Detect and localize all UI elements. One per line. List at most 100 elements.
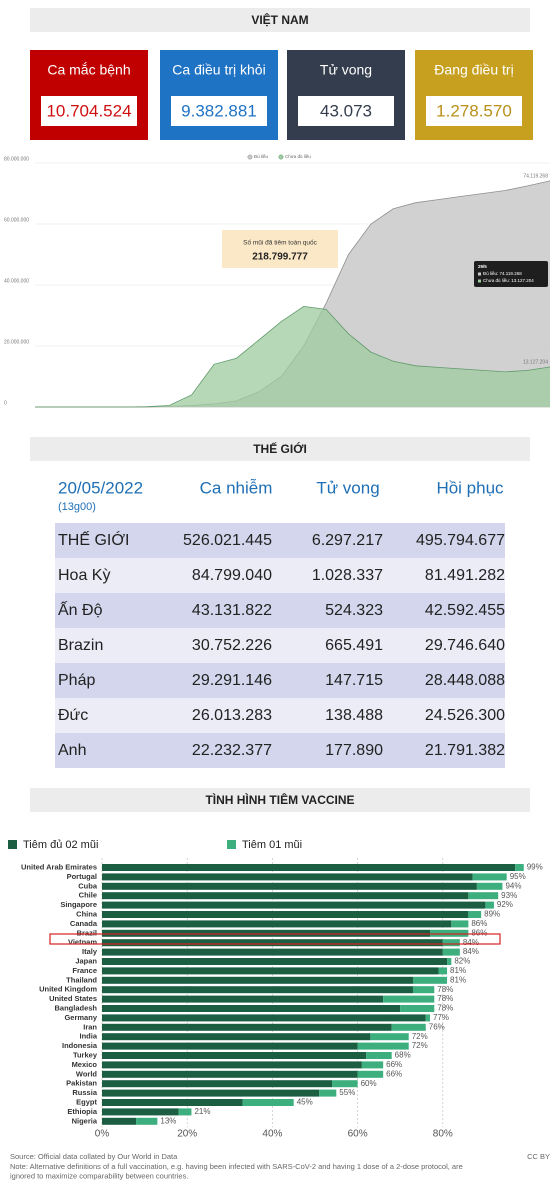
- bar-segment: [102, 1005, 401, 1012]
- legend-label: Tiêm đủ 02 mũi: [23, 839, 98, 851]
- table-cell: 24.526.300: [425, 707, 505, 724]
- table-row: [55, 558, 505, 593]
- section-title: THẾ GIỚI: [253, 441, 307, 456]
- category-label: Iran: [83, 1022, 97, 1031]
- bar-segment: [178, 1108, 192, 1116]
- category-label: Indonesia: [62, 1041, 98, 1050]
- bar-segment: [102, 864, 516, 871]
- category-label: Canada: [70, 919, 98, 928]
- bar-segment: [102, 986, 413, 994]
- table-cell: 42.592.455: [425, 602, 505, 619]
- category-label: Singapore: [60, 900, 97, 909]
- value-label: 84%: [463, 938, 479, 947]
- bar-segment: [102, 1052, 367, 1059]
- source: Source: Official data collated by Our Wo…: [10, 1152, 178, 1161]
- value-label: 21%: [194, 1107, 210, 1116]
- table-row: [55, 593, 505, 628]
- table-row-label: Đức: [58, 707, 88, 724]
- y-tick-label: 0: [4, 400, 7, 406]
- area-chart: 0 20.000.000 40.000.000 60.000.000 80.000.00…: [4, 153, 551, 408]
- bar-segment: [102, 911, 469, 918]
- value-label: 89%: [484, 910, 500, 919]
- table-cell: 26.013.283: [192, 707, 272, 724]
- bar-segment: [472, 873, 507, 881]
- area-line: [35, 305, 551, 408]
- legend-swatch: [247, 154, 253, 160]
- bar-segment: [102, 1108, 179, 1116]
- category-label: China: [76, 909, 98, 918]
- tooltip-box: [474, 261, 548, 287]
- table-cell: 177.890: [325, 742, 383, 759]
- section-header: [30, 8, 530, 32]
- bar-segment: [400, 1005, 435, 1012]
- legend-swatch: [278, 154, 284, 160]
- value-label: 94%: [505, 881, 521, 890]
- bar-segment: [468, 911, 482, 918]
- stat-value: 9.382.881: [181, 101, 257, 120]
- stat-value-box: [426, 96, 522, 126]
- x-tick-label: 0%: [95, 1129, 110, 1140]
- stat-label: Đang điều trị: [434, 62, 513, 78]
- bar-segment: [430, 929, 469, 937]
- bar-segment: [102, 1033, 371, 1041]
- area: [35, 306, 550, 407]
- note: ignored to maximize comparability betwee…: [10, 1171, 188, 1180]
- value-label: 78%: [437, 994, 453, 1003]
- bar-segment: [102, 1023, 392, 1031]
- section-title: TÌNH HÌNH TIÊM VACCINE: [205, 792, 354, 807]
- y-tick-label: 80.000.000: [4, 156, 29, 162]
- table-date: 20/05/2022: [58, 478, 143, 497]
- table-column-header: Tử vong: [316, 478, 379, 497]
- x-tick-label: 60%: [348, 1129, 368, 1140]
- table-cell: 6.297.217: [312, 532, 383, 549]
- value-label: 81%: [450, 975, 466, 984]
- category-label: Pakistan: [66, 1079, 97, 1088]
- category-label: Russia: [72, 1088, 97, 1097]
- value-label: 99%: [527, 863, 543, 872]
- table-row-label: Anh: [58, 742, 86, 759]
- stat-label: Ca mắc bệnh: [47, 62, 130, 78]
- value-label: 13.127.204: [523, 359, 548, 365]
- bar-segment: [366, 1052, 392, 1059]
- table-cell: 29.291.146: [192, 672, 272, 689]
- value-label: 72%: [412, 1032, 428, 1041]
- value-label: 13%: [160, 1116, 176, 1125]
- category-label: Bangladesh: [54, 1003, 97, 1012]
- bar-segment: [442, 948, 460, 956]
- bar-segment: [102, 1080, 333, 1088]
- note: Note: Alternative definitions of a full …: [10, 1162, 463, 1171]
- bar-segment: [102, 948, 443, 956]
- y-tick-label: 20.000.000: [4, 339, 29, 345]
- bar-segment: [447, 958, 452, 965]
- category-label: Turkey: [73, 1050, 98, 1059]
- tooltip-swatch: [478, 272, 481, 276]
- table-cell: 28.448.088: [425, 672, 505, 689]
- table-cell: 43.131.822: [192, 602, 272, 619]
- table-row: [55, 628, 505, 663]
- value-label: 74.119.268: [523, 173, 548, 179]
- table-cell: 147.715: [325, 672, 383, 689]
- bar-segment: [485, 901, 494, 909]
- bar-segment: [102, 1042, 358, 1050]
- bar-segment: [412, 976, 448, 984]
- table-row-label: THẾ GIỚI: [58, 530, 130, 549]
- category-label: Mexico: [72, 1060, 98, 1069]
- value-label: 77%: [433, 1013, 449, 1022]
- table-cell: 29.746.640: [425, 637, 505, 654]
- bar-segment: [412, 986, 435, 994]
- table-cell: 30.752.226: [192, 637, 272, 654]
- table-cell: 21.791.382: [425, 742, 505, 759]
- category-label: United States: [49, 994, 97, 1003]
- table-row: [55, 663, 505, 698]
- bar-segment: [102, 995, 384, 1003]
- tooltip-swatch: [478, 279, 481, 283]
- annotation-value: 218.799.777: [252, 252, 308, 263]
- value-label: 81%: [450, 966, 466, 975]
- category-label: United Arab Emirates: [21, 862, 97, 871]
- highlight-box: [49, 933, 501, 945]
- category-label: United Kingdom: [39, 985, 97, 994]
- category-label: Egypt: [76, 1097, 97, 1106]
- value-label: 72%: [412, 1041, 428, 1050]
- bar-segment: [370, 1033, 409, 1041]
- category-label: Cuba: [78, 881, 98, 890]
